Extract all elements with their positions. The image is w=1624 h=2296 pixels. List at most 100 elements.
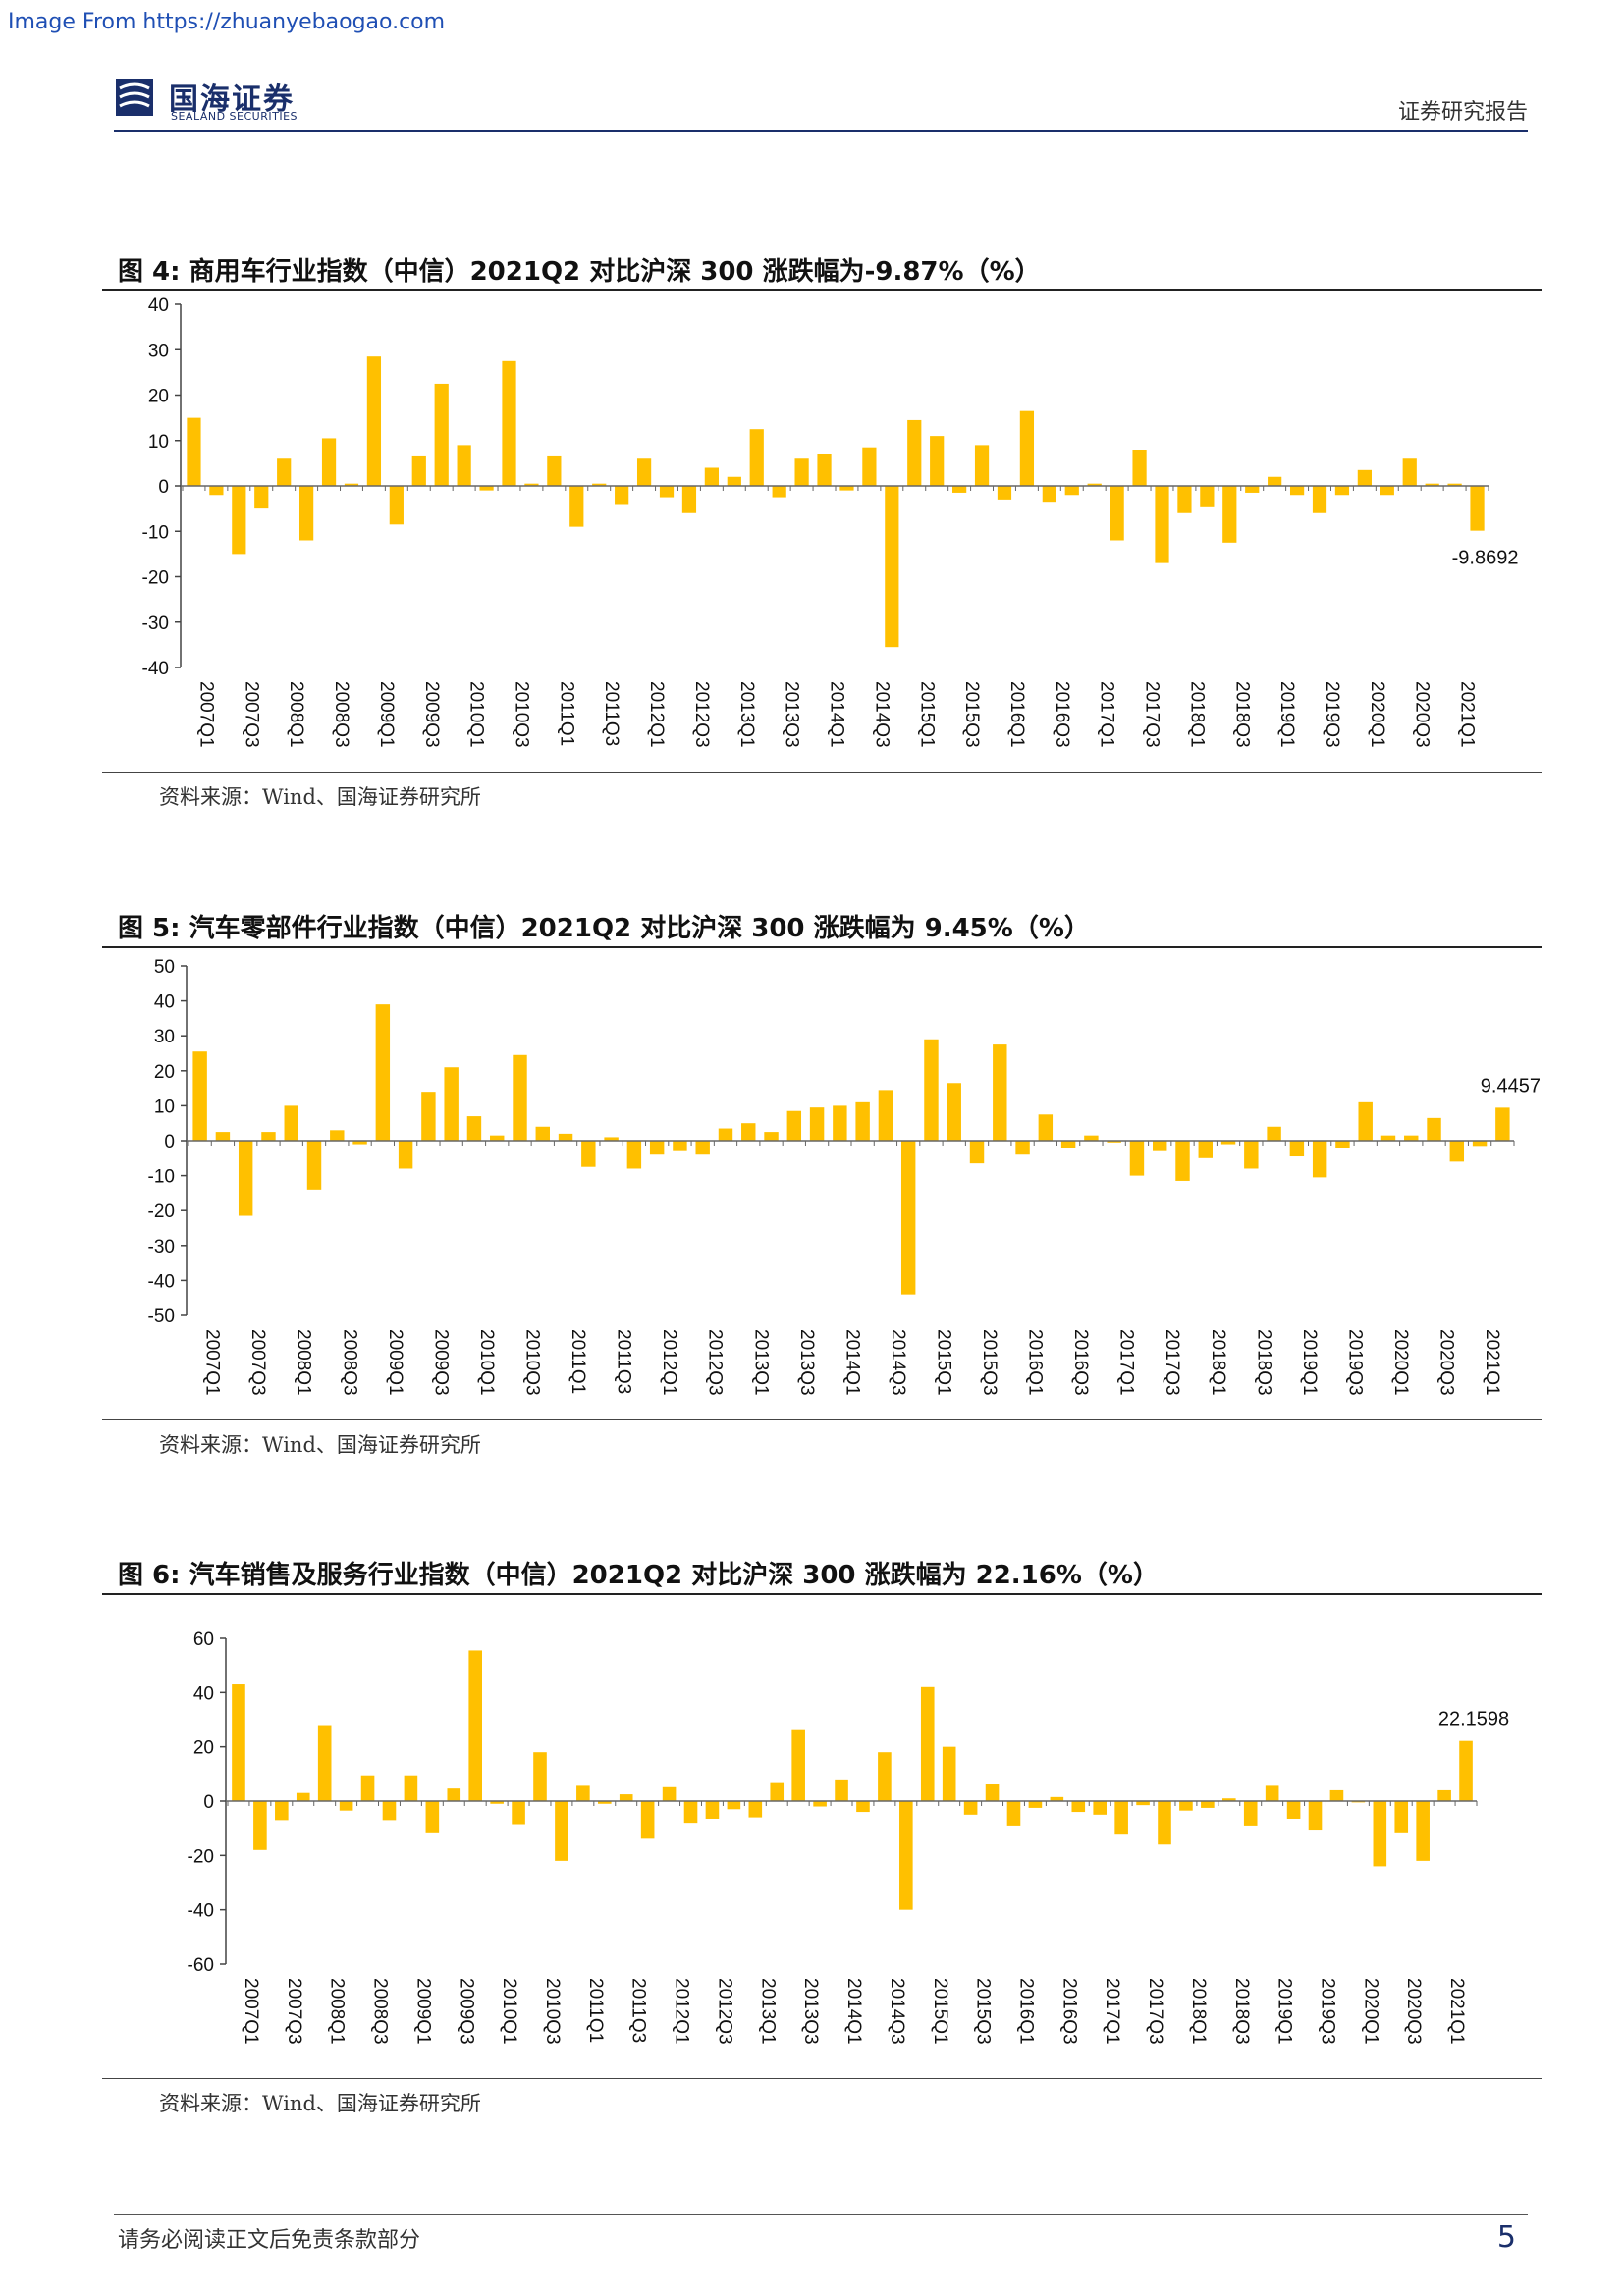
x-category-label: 2008Q1 xyxy=(327,1978,348,2045)
x-category-label: 2009Q1 xyxy=(385,1329,406,1396)
x-category-label: 2018Q3 xyxy=(1231,1978,1252,2045)
y-tick-label: 20 xyxy=(148,387,169,407)
bar-2016Q4 xyxy=(1071,1801,1086,1813)
bar-2013Q1 xyxy=(748,1801,763,1818)
y-tick-label: 30 xyxy=(148,341,169,361)
bar-2019Q3 xyxy=(1312,486,1327,513)
x-category-label: 2013Q3 xyxy=(796,1329,817,1396)
bar-2020Q4 xyxy=(1449,1141,1465,1162)
bar-2013Q4 xyxy=(809,1107,825,1141)
bar-2016Q3 xyxy=(1060,1141,1076,1148)
x-category-label: 2019Q1 xyxy=(1274,1978,1295,2045)
bar-2011Q4 xyxy=(615,486,629,505)
bar-2014Q3 xyxy=(878,1752,892,1801)
x-category-label: 2014Q1 xyxy=(843,1978,864,2045)
x-category-label: 2013Q3 xyxy=(782,681,802,748)
bar-2015Q3 xyxy=(969,1141,985,1164)
x-category-label: 2021Q1 xyxy=(1482,1329,1502,1396)
bar-2018Q4 xyxy=(1243,1801,1258,1826)
bar-2010Q3 xyxy=(502,360,516,486)
bar-2015Q1 xyxy=(907,419,922,486)
y-tick-label: -10 xyxy=(142,522,169,543)
bar-2018Q1 xyxy=(1179,1801,1193,1811)
page-header: 国海证券 SEALAND SECURITIES 证券研究报告 xyxy=(114,71,1528,132)
x-category-label: 2012Q3 xyxy=(691,681,712,748)
bar-2010Q4 xyxy=(535,1126,550,1141)
bar-2007Q3 xyxy=(238,1141,253,1216)
bar-2017Q3 xyxy=(1132,450,1147,486)
bar-2011Q1 xyxy=(547,455,562,486)
bar-2012Q1 xyxy=(649,1141,665,1155)
footer-rule xyxy=(114,2214,1528,2215)
figure-5-title: 图 5: 汽车零部件行业指数（中信）2021Q2 对比沪深 300 涨跌幅为 9… xyxy=(118,914,1090,943)
figure-4-chart: -40 -30 -20 -10 0 10 20 30 40 2007Q1 2007Q3 2008Q1 2… xyxy=(142,295,1519,748)
bar-2009Q2 xyxy=(398,1141,413,1169)
bar-2016Q4 xyxy=(1064,486,1079,496)
bar-2014Q1 xyxy=(835,1779,848,1801)
x-category-label: 2011Q1 xyxy=(585,1978,606,2043)
bar-2012Q3 xyxy=(705,1801,720,1819)
bar-2019Q1 xyxy=(1268,476,1282,486)
x-category-label: 2013Q3 xyxy=(800,1978,821,2045)
bar-2011Q2 xyxy=(597,1801,612,1804)
bar-2014Q3 xyxy=(878,1090,893,1141)
bar-2021Q1 xyxy=(1472,1141,1488,1147)
x-category-label: 2018Q1 xyxy=(1186,681,1207,748)
x-category-label: 2018Q3 xyxy=(1231,681,1252,748)
last-value-label: 22.1598 xyxy=(1438,1709,1509,1731)
bar-2008Q2 xyxy=(339,1801,353,1811)
x-category-label: 2012Q3 xyxy=(714,1978,734,2045)
x-category-label: 2008Q1 xyxy=(286,681,306,748)
x-category-label: 2007Q1 xyxy=(241,1978,261,2045)
x-category-label: 2016Q1 xyxy=(1006,681,1027,748)
figure-4-title-rule xyxy=(102,289,1542,291)
x-category-label: 2014Q3 xyxy=(887,1978,907,2045)
bar-2008Q3 xyxy=(321,438,337,486)
bar-2009Q1 xyxy=(404,1775,418,1801)
bar-2019Q2 xyxy=(1289,486,1305,496)
x-category-label: 2020Q1 xyxy=(1367,681,1387,748)
bar-2008Q1 xyxy=(317,1725,332,1801)
bar-2021Q1 xyxy=(1447,483,1462,486)
bar-2011Q1 xyxy=(558,1133,573,1141)
bar-2012Q2 xyxy=(659,486,675,498)
x-category-label: 2007Q3 xyxy=(241,681,261,748)
x-category-label: 2013Q1 xyxy=(757,1978,778,2045)
y-tick-label: -50 xyxy=(148,1307,175,1327)
bar-2010Q1 xyxy=(466,1116,482,1141)
figure-5-source: 资料来源：Wind、国海证券研究所 xyxy=(159,1433,481,1457)
x-category-label: 2020Q3 xyxy=(1436,1329,1457,1396)
bar-2019Q1 xyxy=(1289,1141,1305,1157)
x-category-label: 2016Q3 xyxy=(1052,681,1072,748)
bar-2018Q2 xyxy=(1201,1801,1215,1808)
bar-2015Q2 xyxy=(947,1083,961,1141)
bar-2020Q2 xyxy=(1404,1135,1419,1141)
bar-2012Q1 xyxy=(636,458,652,486)
bar-2008Q2 xyxy=(306,1141,322,1190)
x-category-label: 2009Q3 xyxy=(456,1978,476,2045)
x-category-label: 2015Q3 xyxy=(961,681,982,748)
report-type-label: 证券研究报告 xyxy=(1397,100,1528,125)
bar-2018Q3 xyxy=(1244,1141,1259,1169)
bar-2020Q1 xyxy=(1380,1135,1396,1141)
x-category-label: 2012Q3 xyxy=(705,1329,726,1396)
bar-2014Q4 xyxy=(885,486,899,648)
x-category-label: 2010Q1 xyxy=(499,1978,519,2045)
bar-2012Q3 xyxy=(681,486,697,513)
bar-2009Q1 xyxy=(366,356,382,486)
x-category-label: 2010Q1 xyxy=(476,1329,497,1396)
x-category-label: 2014Q3 xyxy=(871,681,892,748)
bar-2016Q1 xyxy=(1015,1141,1030,1155)
x-category-label: 2011Q1 xyxy=(568,1329,588,1394)
x-category-label: 2008Q3 xyxy=(339,1329,359,1396)
bar-2017Q3 xyxy=(1153,1141,1167,1151)
bar-2014Q1 xyxy=(817,454,832,486)
x-category-label: 2010Q3 xyxy=(542,1978,563,2045)
x-category-label: 2015Q1 xyxy=(933,1329,953,1396)
y-tick-label: 40 xyxy=(154,992,175,1013)
x-category-label: 2012Q1 xyxy=(659,1329,679,1396)
bar-2009Q3 xyxy=(421,1092,436,1141)
bar-2018Q4 xyxy=(1245,486,1260,493)
bar-2012Q4 xyxy=(718,1128,733,1141)
y-tick-label: 30 xyxy=(154,1027,175,1047)
